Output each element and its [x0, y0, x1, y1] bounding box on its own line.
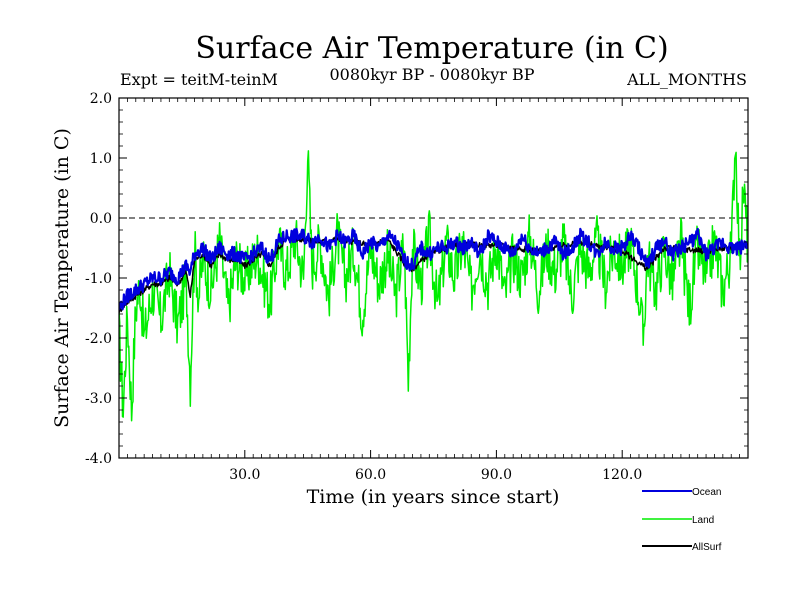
x-tick-label: 120.0 — [602, 467, 642, 483]
y-tick-label: -1.0 — [85, 271, 112, 287]
x-axis-label: Time (in years since start) — [307, 486, 560, 508]
y-tick-label: 2.0 — [90, 91, 112, 107]
y-tick-label: 0.0 — [90, 211, 112, 227]
legend-label-ocean: Ocean — [692, 487, 721, 498]
legend-label-allsurf: AllSurf — [692, 542, 722, 553]
x-tick-label: 60.0 — [355, 467, 386, 483]
legend-label-land: Land — [692, 515, 714, 526]
series-line-ocean — [119, 227, 748, 311]
chart-title: Surface Air Temperature (in C) — [195, 31, 668, 66]
y-tick-label: 1.0 — [90, 151, 112, 167]
axes: 30.0 60.0 90.0 120.0 2.0 1.0 0.0 -1.0 -2.0 -3.0 -4… — [85, 91, 749, 483]
series-line-land — [119, 150, 748, 422]
x-tick-label: 90.0 — [481, 467, 512, 483]
y-tick-label: -2.0 — [85, 331, 112, 347]
y-axis-label: Surface Air Temperature (in C) — [51, 128, 73, 428]
experiment-label: Expt = teitM-teinM — [120, 70, 278, 89]
legend: Ocean Land AllSurf — [642, 487, 722, 553]
y-tick-label: -3.0 — [85, 391, 112, 407]
time-range-label: 0080kyr BP - 0080kyr BP — [330, 65, 535, 84]
series-layer — [119, 150, 748, 422]
y-tick-label: -4.0 — [85, 451, 112, 467]
plot-area: 30.0 60.0 90.0 120.0 2.0 1.0 0.0 -1.0 -2.0 -3.0 -4… — [85, 91, 749, 483]
months-label: ALL_MONTHS — [626, 70, 747, 89]
x-tick-label: 30.0 — [229, 467, 260, 483]
